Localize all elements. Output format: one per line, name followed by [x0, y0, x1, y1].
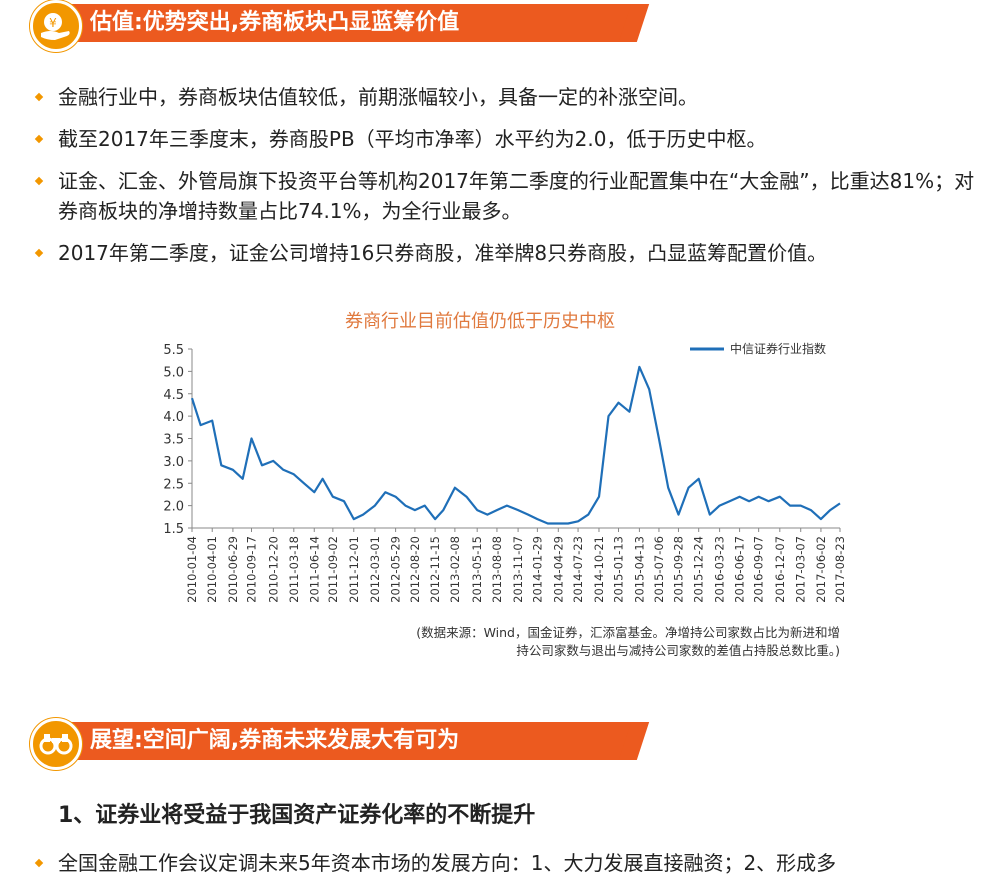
bullet-diamond-icon: [34, 248, 44, 258]
source-note-line-2: 持公司家数与退出与减持公司家数的差值占持股总数比重。): [516, 643, 840, 658]
y-tick-label: 2.5: [163, 477, 184, 492]
x-tick-label: 2017-03-07: [794, 536, 808, 603]
x-tick-label: 2015-07-06: [652, 536, 666, 603]
bullet-diamond-icon: [34, 92, 44, 102]
x-tick-label: 2017-08-23: [833, 536, 847, 603]
x-tick-label: 2010-12-20: [266, 536, 280, 603]
y-tick-label: 3.0: [163, 455, 184, 470]
source-note-line-1: (数据来源：Wind，国金证券，汇添富基金。净增持公司家数占比为新进和增: [416, 625, 840, 640]
y-tick-label: 4.5: [163, 388, 184, 403]
bullet-diamond-icon: [34, 134, 44, 144]
series-line: [190, 365, 841, 525]
x-tick-label: 2013-08-08: [490, 536, 504, 603]
x-tick-label: 2010-04-01: [205, 536, 219, 603]
bullet-diamond-icon: [34, 858, 44, 868]
banner-title: 估值:优势突出,券商板块凸显蓝筹价值: [90, 10, 460, 35]
x-axis-ticks: 2010-01-04 2010-04-01 2010-06-29 2010-09-17…: [185, 528, 847, 603]
x-tick-label: 2016-06-17: [733, 536, 747, 603]
x-tick-label: 2014-04-29: [551, 536, 565, 603]
money-hand-icon: ¥: [30, 0, 82, 52]
y-tick-label: 5.5: [163, 343, 184, 358]
chart-axes: [191, 349, 840, 529]
x-tick-label: 2012-11-15: [428, 536, 442, 603]
x-tick-label: 2013-11-07: [511, 536, 525, 603]
x-tick-label: 2016-09-07: [752, 536, 766, 603]
legend-label: 中信证券行业指数: [730, 341, 826, 356]
y-tick-label: 3.5: [163, 433, 184, 448]
x-tick-label: 2012-03-01: [368, 536, 382, 603]
x-tick-label: 2014-01-29: [530, 536, 544, 603]
bullet-list-2: 全国金融工作会议定调未来5年资本市场的发展方向：1、大力发展直接融资；2、形成多: [34, 848, 984, 890]
x-tick-label: 2012-08-20: [408, 536, 422, 603]
x-tick-label: 2014-07-23: [571, 536, 585, 603]
sub-heading: 1、证券业将受益于我国资产证券化率的不断提升: [58, 803, 536, 828]
y-tick-label: 1.5: [163, 522, 184, 537]
x-tick-label: 2010-09-17: [245, 536, 259, 603]
list-item: 2017年第二季度，证金公司增持16只券商股，准举牌8只券商股，凸显蓝筹配置价值…: [34, 238, 984, 268]
banner-title: 展望:空间广阔,券商未来发展大有可为: [90, 728, 460, 753]
x-tick-label: 2011-06-14: [307, 536, 321, 603]
y-tick-label: 5.0: [163, 365, 184, 380]
x-tick-label: 2013-02-08: [448, 536, 462, 603]
x-tick-label: 2011-09-02: [326, 536, 340, 603]
pb-line-chart: 券商行业目前估值仍低于历史中枢 1.5 2.0 2.5 3.0 3.5 4.0 4.5 5.0…: [150, 300, 850, 670]
x-tick-label: 2015-09-28: [671, 536, 685, 603]
list-item: 全国金融工作会议定调未来5年资本市场的发展方向：1、大力发展直接融资；2、形成多: [34, 848, 984, 878]
x-tick-label: 2015-12-24: [692, 536, 706, 603]
svg-text:¥: ¥: [49, 16, 57, 30]
x-tick-label: 2016-12-07: [773, 536, 787, 603]
chart-title: 券商行业目前估值仍低于历史中枢: [345, 311, 615, 332]
y-axis-ticks: 1.5 2.0 2.5 3.0 3.5 4.0 4.5 5.0 5.5: [163, 343, 192, 537]
banner-bar: [68, 722, 633, 760]
series-group: [190, 365, 841, 525]
x-tick-label: 2011-03-18: [287, 536, 301, 603]
binoculars-icon: [30, 718, 82, 770]
x-tick-label: 2015-01-13: [611, 536, 625, 603]
bullet-diamond-icon: [34, 176, 44, 186]
x-tick-label: 2010-01-04: [185, 536, 199, 603]
y-tick-label: 2.0: [163, 500, 184, 515]
x-tick-label: 2014-10-21: [592, 536, 606, 603]
x-tick-label: 2010-06-29: [226, 536, 240, 603]
x-tick-label: 2015-04-13: [632, 536, 646, 603]
chart-legend: 中信证券行业指数: [690, 341, 826, 356]
list-item: 证金、汇金、外管局旗下投资平台等机构2017年第二季度的行业配置集中在“大金融”…: [34, 166, 984, 226]
x-tick-label: 2017-06-02: [814, 536, 828, 603]
x-tick-label: 2013-05-15: [470, 536, 484, 603]
list-item: 金融行业中，券商板块估值较低，前期涨幅较小，具备一定的补涨空间。: [34, 82, 984, 112]
chart-svg: 券商行业目前估值仍低于历史中枢 1.5 2.0 2.5 3.0 3.5 4.0 4.5 5.0…: [163, 311, 847, 658]
x-tick-label: 2016-03-23: [713, 536, 727, 603]
bullet-list: 金融行业中，券商板块估值较低，前期涨幅较小，具备一定的补涨空间。 截至2017年…: [34, 82, 984, 280]
x-tick-label: 2012-05-29: [389, 536, 403, 603]
x-tick-label: 2011-12-01: [347, 536, 361, 603]
banner-bar: [68, 4, 633, 42]
y-tick-label: 4.0: [163, 410, 184, 425]
list-item: 截至2017年三季度末，券商股PB（平均市净率）水平约为2.0，低于历史中枢。: [34, 124, 984, 154]
